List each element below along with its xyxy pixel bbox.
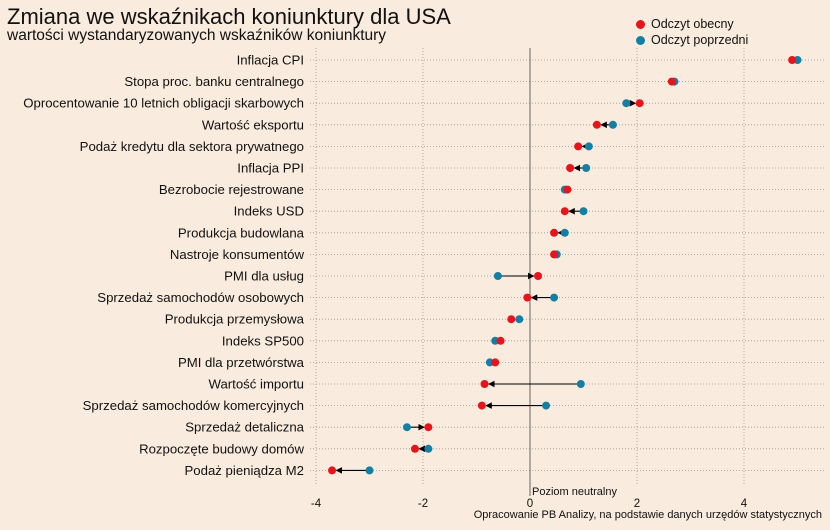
point-previous xyxy=(542,401,551,410)
x-tick-label: 0 xyxy=(527,498,533,510)
category-label: Inflacja PPI xyxy=(237,161,304,176)
point-previous xyxy=(584,142,593,151)
point-current xyxy=(635,99,644,108)
category-label: Oprocentowanie 10 letnich obligacji skar… xyxy=(23,96,304,111)
category-label: PMI dla usług xyxy=(224,269,304,284)
category-label: Produkcja budowlana xyxy=(178,225,305,240)
category-label: Sprzedaż samochodów komercyjnych xyxy=(83,398,304,413)
point-current xyxy=(523,293,532,302)
point-previous xyxy=(402,423,411,432)
category-label: Indeks SP500 xyxy=(222,333,304,348)
point-previous xyxy=(608,120,617,129)
point-current xyxy=(491,358,500,367)
point-current xyxy=(328,466,337,475)
neutral-line-label: Poziom neutralny xyxy=(532,486,617,498)
point-current xyxy=(424,423,433,432)
legend-label-previous: Odczyt poprzedni xyxy=(651,33,749,47)
category-label: Stopa proc. banku centralnego xyxy=(124,74,304,89)
x-tick-label: -4 xyxy=(311,498,322,510)
category-label: Inflacja CPI xyxy=(237,53,304,68)
point-previous xyxy=(424,444,433,453)
point-current xyxy=(507,315,516,324)
legend: Odczyt obecny Odczyt poprzedni xyxy=(636,16,748,48)
chart-subtitle: wartości wystandaryzowanych wskaźników k… xyxy=(7,27,387,44)
point-previous xyxy=(515,315,524,324)
category-label: Rozpoczęte budowy domów xyxy=(139,441,304,456)
x-tick-label: 4 xyxy=(741,498,748,510)
category-label: Bezrobocie rejestrowane xyxy=(159,182,304,197)
point-previous xyxy=(365,466,374,475)
point-previous xyxy=(560,228,569,237)
category-label: Podaż kredytu dla sektora prywatnego xyxy=(80,139,304,154)
point-current xyxy=(563,185,572,194)
point-current xyxy=(534,272,543,280)
legend-item-current: Odczyt obecny xyxy=(636,16,748,32)
legend-item-previous: Odczyt poprzedni xyxy=(636,32,748,48)
point-previous xyxy=(622,99,631,108)
x-tick-label: 2 xyxy=(634,498,640,510)
point-current xyxy=(667,77,676,86)
category-label: Nastroje konsumentów xyxy=(170,247,305,262)
point-current xyxy=(566,164,575,172)
legend-swatch-previous xyxy=(636,35,645,45)
point-current xyxy=(410,444,419,453)
category-label: Wartość importu xyxy=(208,377,304,392)
point-current xyxy=(592,120,601,129)
point-previous xyxy=(576,380,585,388)
category-label: Produkcja przemysłowa xyxy=(165,312,305,327)
category-label: Indeks USD xyxy=(234,204,304,219)
point-current xyxy=(788,56,797,64)
category-label: PMI dla przetwórstwa xyxy=(178,355,305,370)
source-note: Opracowanie PB Analizy, na podstawie dan… xyxy=(473,509,822,521)
category-label: Sprzedaż samochodów osobowych xyxy=(97,290,304,305)
point-current xyxy=(560,207,569,216)
point-current xyxy=(550,250,559,259)
point-previous xyxy=(579,207,588,216)
chart-title: Zmiana we wskaźnikach koniunktury dla US… xyxy=(7,4,451,29)
category-label: Wartość eksportu xyxy=(202,117,304,132)
legend-swatch-current xyxy=(636,19,645,29)
point-previous xyxy=(493,272,502,280)
legend-label-current: Odczyt obecny xyxy=(651,17,734,31)
category-label: Podaż pieniądza M2 xyxy=(185,463,305,478)
point-current xyxy=(480,380,489,388)
point-current xyxy=(477,401,486,410)
point-current xyxy=(550,228,559,237)
category-label: Sprzedaż detaliczna xyxy=(185,420,304,435)
point-current xyxy=(574,142,583,151)
point-previous xyxy=(550,293,559,302)
point-previous xyxy=(582,164,591,172)
x-tick-label: -2 xyxy=(418,498,428,510)
point-current xyxy=(496,336,505,345)
